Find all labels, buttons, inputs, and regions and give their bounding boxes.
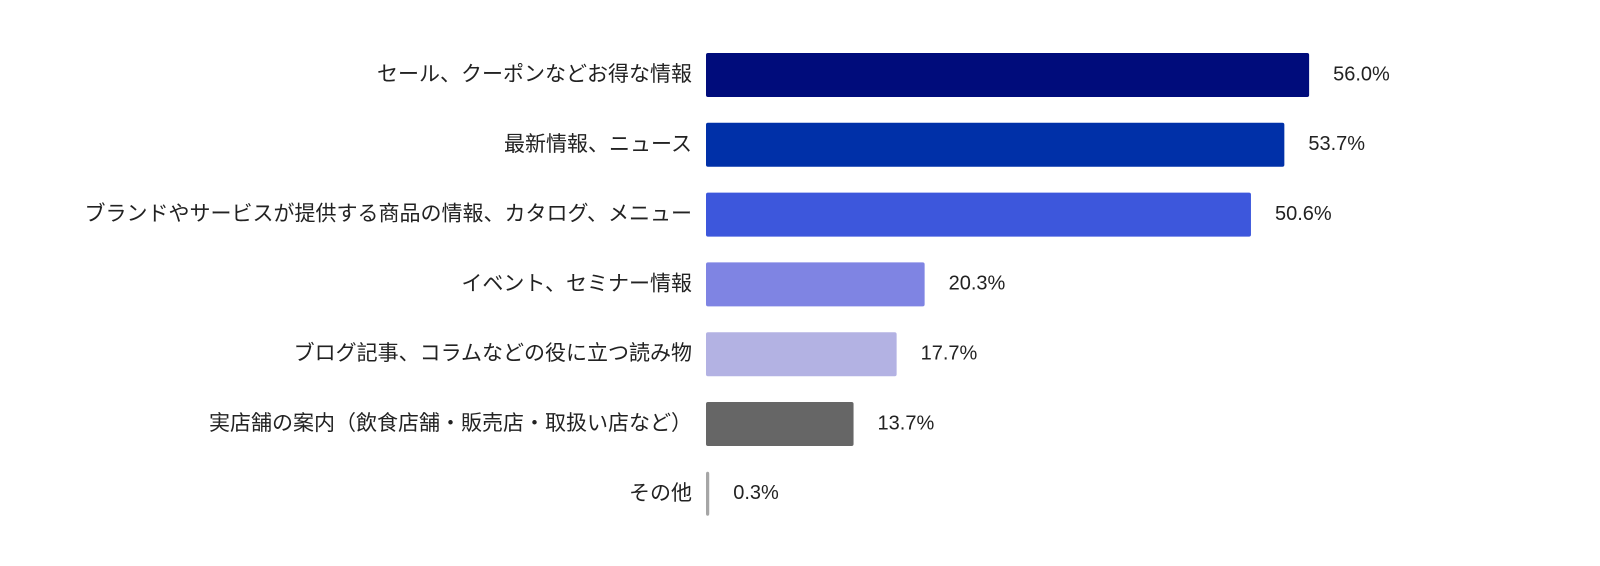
bars-layer — [706, 53, 1310, 516]
bar-4 — [706, 332, 897, 377]
category-labels: セール、クーポンなどお得な情報最新情報、ニュースブランドやサービスが提供する商品… — [84, 62, 692, 505]
category-label-4: ブログ記事、コラムなどの役に立つ読み物 — [294, 341, 692, 365]
value-label-5: 13.7% — [878, 412, 935, 434]
bar-3 — [706, 262, 925, 307]
value-label-6: 0.3% — [733, 482, 779, 504]
category-label-0: セール、クーポンなどお得な情報 — [377, 62, 692, 86]
value-labels: 56.0% 53.7% 50.6% 20.3% 17.7% 13.7% 0.3% — [733, 63, 1390, 504]
category-label-5: 実店舗の案内（飲食店舗・販売店・取扱い店など） — [209, 411, 692, 435]
category-label-1: 最新情報、ニュース — [504, 132, 692, 156]
value-label-1: 53.7% — [1308, 133, 1365, 155]
value-label-2: 50.6% — [1275, 203, 1332, 225]
category-label-6: その他 — [629, 481, 692, 505]
value-label-0: 56.0% — [1333, 63, 1390, 85]
category-label-2: ブランドやサービスが提供する商品の情報、カタログ、メニュー — [84, 202, 692, 226]
bar-6 — [706, 471, 710, 516]
bar-2 — [706, 192, 1251, 237]
bar-5 — [706, 402, 854, 446]
bar-1 — [706, 122, 1285, 167]
bar-0 — [706, 53, 1310, 97]
value-label-3: 20.3% — [949, 273, 1006, 295]
value-label-4: 17.7% — [921, 342, 978, 364]
category-label-3: イベント、セミナー情報 — [461, 271, 692, 295]
